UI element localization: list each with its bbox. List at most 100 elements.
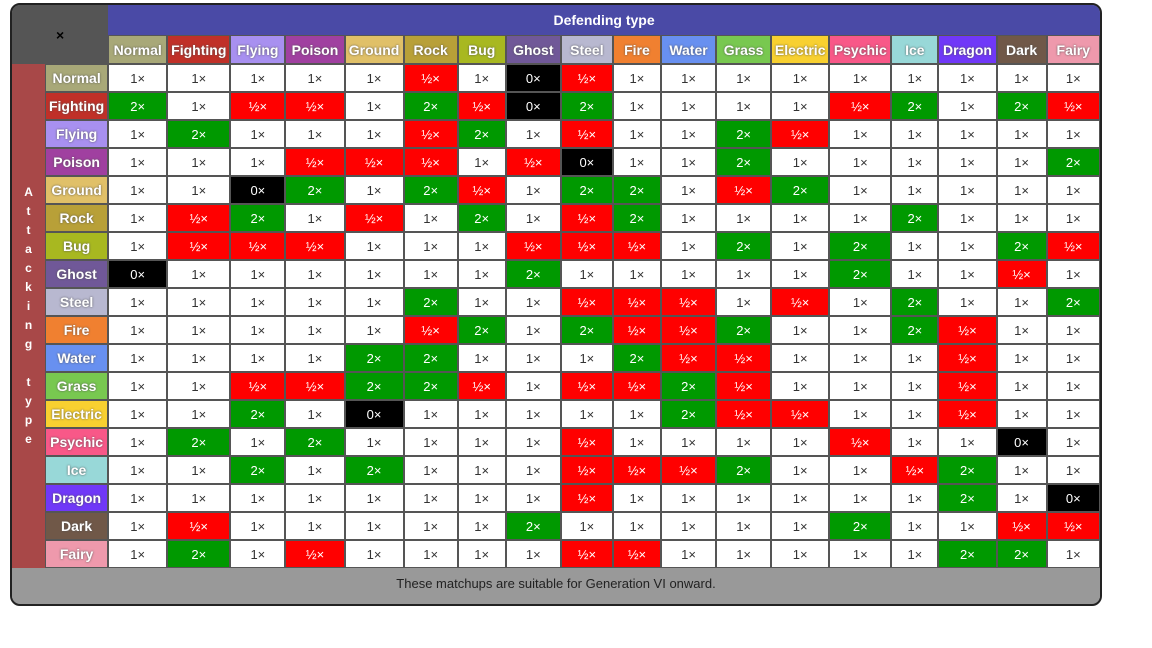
effectiveness-cell: ½× bbox=[612, 288, 661, 316]
attacking-row-dark: Dark 1× ½× 1× 1× 1× 1× 1× 2× 1× 1× 1× 1× 1× 2× 1× 1× ½× ½× bbox=[12, 512, 1100, 540]
effectiveness-cell: 1× bbox=[660, 484, 717, 512]
defending-type-ghost: Ghost bbox=[505, 35, 561, 64]
effectiveness-cell: 1× bbox=[1046, 120, 1100, 148]
effectiveness-cell: 1× bbox=[771, 316, 830, 344]
effectiveness-cell: 1× bbox=[716, 484, 772, 512]
effectiveness-cell: ½× bbox=[996, 260, 1047, 288]
effectiveness-cell: 1× bbox=[996, 120, 1047, 148]
effectiveness-cell: 1× bbox=[1046, 204, 1100, 232]
effectiveness-cell: 1× bbox=[660, 64, 717, 92]
effectiveness-cell: 1× bbox=[108, 288, 168, 316]
effectiveness-cell: ½× bbox=[230, 232, 286, 260]
effectiveness-cell: 1× bbox=[938, 176, 997, 204]
effectiveness-cell: 1× bbox=[891, 232, 939, 260]
attacking-type-electric: Electric bbox=[45, 400, 109, 428]
effectiveness-cell: 1× bbox=[560, 260, 613, 288]
effectiveness-cell: ½× bbox=[1046, 92, 1100, 120]
defending-type-dark: Dark bbox=[996, 35, 1047, 64]
effectiveness-cell: 1× bbox=[403, 428, 458, 456]
effectiveness-cell: 1× bbox=[996, 344, 1047, 372]
effectiveness-cell: 1× bbox=[108, 344, 168, 372]
attacking-row-ghost: Ghost 0× 1× 1× 1× 1× 1× 1× 2× 1× 1× 1× 1× 1× 2× 1× 1× ½× 1… bbox=[12, 260, 1100, 288]
attacking-type-fire: Fire bbox=[45, 316, 109, 344]
effectiveness-cell: 2× bbox=[230, 400, 286, 428]
effectiveness-cell: 2× bbox=[403, 344, 458, 372]
effectiveness-cell: ½× bbox=[660, 316, 717, 344]
effectiveness-cell: ½× bbox=[457, 92, 506, 120]
effectiveness-cell: 2× bbox=[716, 120, 772, 148]
effectiveness-cell: ½× bbox=[285, 92, 345, 120]
effectiveness-cell: 2× bbox=[891, 92, 939, 120]
effectiveness-cell: 1× bbox=[1046, 260, 1100, 288]
attacking-type-dragon: Dragon bbox=[45, 484, 109, 512]
effectiveness-cell: 2× bbox=[891, 204, 939, 232]
attacking-row-dragon: Dragon 1× 1× 1× 1× 1× 1× 1× 1× ½× 1× 1× 1× 1× 1× 1× 2× 1×… bbox=[12, 484, 1100, 512]
effectiveness-cell: 1× bbox=[891, 120, 939, 148]
corner-cell: × bbox=[12, 5, 109, 64]
attacking-row-ice: Ice 1× 1× 2× 1× 2× 1× 1× 1× ½× ½× ½× 2× 1× 1× ½× 2× 1× 1× bbox=[12, 456, 1100, 484]
effectiveness-cell: 2× bbox=[560, 92, 613, 120]
defending-type-poison: Poison bbox=[285, 35, 345, 64]
effectiveness-cell: 2× bbox=[167, 120, 231, 148]
effectiveness-cell: 2× bbox=[829, 512, 892, 540]
effectiveness-cell: ½× bbox=[938, 400, 997, 428]
effectiveness-cell: 1× bbox=[505, 484, 561, 512]
effectiveness-cell: 1× bbox=[612, 512, 661, 540]
effectiveness-cell: 1× bbox=[829, 148, 892, 176]
defending-type-ground: Ground bbox=[344, 35, 404, 64]
effectiveness-cell: 1× bbox=[1046, 64, 1100, 92]
effectiveness-cell: 1× bbox=[505, 316, 561, 344]
attacking-row-electric: Electric 1× 1× 2× 1× 0× 1× 1× 1× 1× 1× 2× ½× ½× 1× 1× ½×… bbox=[12, 400, 1100, 428]
effectiveness-cell: 2× bbox=[891, 316, 939, 344]
effectiveness-cell: 1× bbox=[1046, 316, 1100, 344]
effectiveness-cell: 2× bbox=[108, 92, 168, 120]
effectiveness-cell: 1× bbox=[457, 456, 506, 484]
attacking-type-water: Water bbox=[45, 344, 109, 372]
effectiveness-cell: 1× bbox=[660, 204, 717, 232]
effectiveness-cell: 2× bbox=[996, 232, 1047, 260]
effectiveness-cell: 2× bbox=[716, 456, 772, 484]
effectiveness-cell: 1× bbox=[167, 400, 231, 428]
attacking-row-bug: Bug 1× ½× ½× ½× 1× 1× 1× ½× ½× ½× 1× 2× 1× 2× 1× 1× 2× ½× bbox=[12, 232, 1100, 260]
effectiveness-cell: 1× bbox=[716, 92, 772, 120]
effectiveness-cell: 1× bbox=[167, 456, 231, 484]
effectiveness-cell: 1× bbox=[344, 484, 404, 512]
attacking-type-normal: Normal bbox=[45, 64, 109, 92]
effectiveness-cell: ½× bbox=[560, 540, 613, 568]
effectiveness-cell: 1× bbox=[996, 204, 1047, 232]
effectiveness-cell: 2× bbox=[1046, 148, 1100, 176]
effectiveness-cell: 1× bbox=[660, 176, 717, 204]
effectiveness-cell: 1× bbox=[230, 288, 286, 316]
effectiveness-cell: ½× bbox=[505, 148, 561, 176]
effectiveness-cell: 2× bbox=[403, 92, 458, 120]
effectiveness-cell: ½× bbox=[285, 148, 345, 176]
effectiveness-cell: 1× bbox=[285, 456, 345, 484]
effectiveness-cell: 1× bbox=[457, 344, 506, 372]
effectiveness-cell: 1× bbox=[344, 540, 404, 568]
effectiveness-cell: 1× bbox=[457, 512, 506, 540]
effectiveness-cell: 2× bbox=[612, 204, 661, 232]
effectiveness-cell: 1× bbox=[108, 204, 168, 232]
effectiveness-cell: 1× bbox=[108, 232, 168, 260]
effectiveness-cell: 2× bbox=[457, 316, 506, 344]
effectiveness-cell: 2× bbox=[344, 372, 404, 400]
effectiveness-cell: 1× bbox=[660, 512, 717, 540]
effectiveness-cell: 1× bbox=[167, 176, 231, 204]
effectiveness-cell: 1× bbox=[829, 456, 892, 484]
effectiveness-cell: 2× bbox=[167, 540, 231, 568]
effectiveness-cell: 1× bbox=[230, 260, 286, 288]
effectiveness-cell: 1× bbox=[457, 400, 506, 428]
effectiveness-cell: 1× bbox=[771, 232, 830, 260]
effectiveness-cell: 1× bbox=[829, 316, 892, 344]
effectiveness-cell: 1× bbox=[660, 260, 717, 288]
effectiveness-cell: 1× bbox=[403, 456, 458, 484]
effectiveness-cell: ½× bbox=[829, 92, 892, 120]
effectiveness-cell: 2× bbox=[230, 456, 286, 484]
effectiveness-cell: 1× bbox=[716, 540, 772, 568]
effectiveness-cell: 1× bbox=[403, 204, 458, 232]
attacking-row-fighting: Fighting 2× 1× ½× ½× 1× 2× ½× 0× 2× 1× 1× 1× 1× ½× 2× 1×… bbox=[12, 92, 1100, 120]
effectiveness-cell: 1× bbox=[230, 512, 286, 540]
effectiveness-cell: 1× bbox=[771, 428, 830, 456]
effectiveness-cell: 1× bbox=[612, 148, 661, 176]
